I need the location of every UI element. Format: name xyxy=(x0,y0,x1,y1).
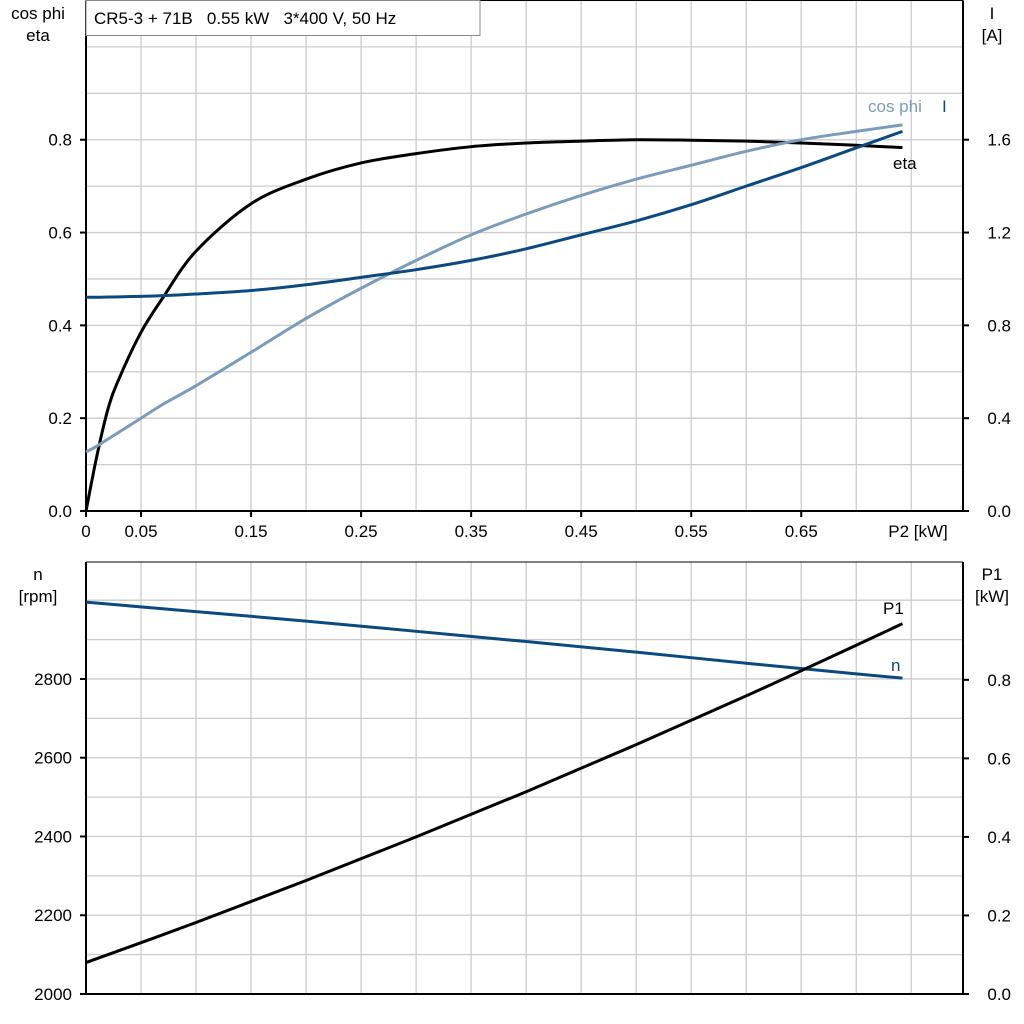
y-tick-label-left: 2400 xyxy=(34,827,72,846)
y-tick-label-right: 1.2 xyxy=(987,224,1011,243)
bottom-chart-panel: 2000 2200 2400 2600 2800 0.0 0.2 0.4 0.6 0.8 n [rpm… xyxy=(19,561,1011,1004)
x-tick-label: 0 xyxy=(81,522,90,541)
y-axis-label-left: [rpm] xyxy=(19,587,58,606)
series-line-cos-phi xyxy=(85,123,903,454)
y-tick-label-left: 0.4 xyxy=(48,316,72,335)
series-label-cos-phi: cos phi xyxy=(868,97,922,116)
y-tick-label-left: 2200 xyxy=(34,906,72,925)
series-label-p1: P1 xyxy=(883,599,904,618)
x-axis-label: P2 [kW] xyxy=(888,522,948,541)
x-tick-label: 0.15 xyxy=(235,522,268,541)
x-tick-label: 0.55 xyxy=(675,522,708,541)
series-line-n xyxy=(85,600,903,680)
x-tick-label: 0.35 xyxy=(455,522,488,541)
y-tick-label-right: 0.4 xyxy=(987,828,1011,847)
series-line-i xyxy=(85,129,903,299)
y-axis-label-left: n xyxy=(33,565,42,584)
chart-title: CR5-3 + 71B 0.55 kW 3*400 V, 50 Hz xyxy=(94,9,396,28)
series-label-eta: eta xyxy=(893,154,917,173)
x-tick-label: 0.45 xyxy=(565,522,598,541)
x-tick-label: 0.25 xyxy=(345,522,378,541)
x-tick-label: 0.65 xyxy=(785,522,818,541)
y-tick-label-right: 0.8 xyxy=(987,316,1011,335)
series-line-p1 xyxy=(85,622,904,964)
y-tick-label-right: 0.0 xyxy=(987,985,1011,1004)
series-line-eta xyxy=(84,138,903,512)
y-tick-label-right: 0.8 xyxy=(987,671,1011,690)
series-label-n: n xyxy=(891,656,900,675)
y-tick-label-right: 0.0 xyxy=(987,502,1011,521)
y-tick-label-right: 0.4 xyxy=(987,409,1011,428)
y-tick-label-left: 2600 xyxy=(34,749,72,768)
top-chart-panel: 0.0 0.2 0.4 0.6 0.8 0.0 0.4 0.8 1.2 1.6 0 0.05 0.15 0… xyxy=(11,0,1011,541)
y-tick-label-right: 0.2 xyxy=(987,906,1011,925)
title-box xyxy=(85,0,481,36)
y-axis-label-right: [kW] xyxy=(975,587,1009,606)
series-label-i: I xyxy=(942,97,947,116)
y-tick-label-left: 0.6 xyxy=(48,224,72,243)
y-tick-label-right: 1.6 xyxy=(987,131,1011,150)
y-axis-label-left: cos phi xyxy=(11,4,65,23)
y-axis-label-right: [A] xyxy=(982,26,1003,45)
y-axis-label-right: I xyxy=(990,4,995,23)
y-tick-label-right: 0.6 xyxy=(987,749,1011,768)
y-axis-label-left: eta xyxy=(26,26,50,45)
y-tick-label-left: 0.0 xyxy=(48,502,72,521)
y-tick-label-left: 2800 xyxy=(34,670,72,689)
x-tick-label: 0.05 xyxy=(124,522,157,541)
y-tick-label-left: 2000 xyxy=(34,985,72,1004)
y-axis-label-right: P1 xyxy=(982,565,1003,584)
y-tick-label-left: 0.8 xyxy=(48,131,72,150)
y-tick-label-left: 0.2 xyxy=(48,409,72,428)
